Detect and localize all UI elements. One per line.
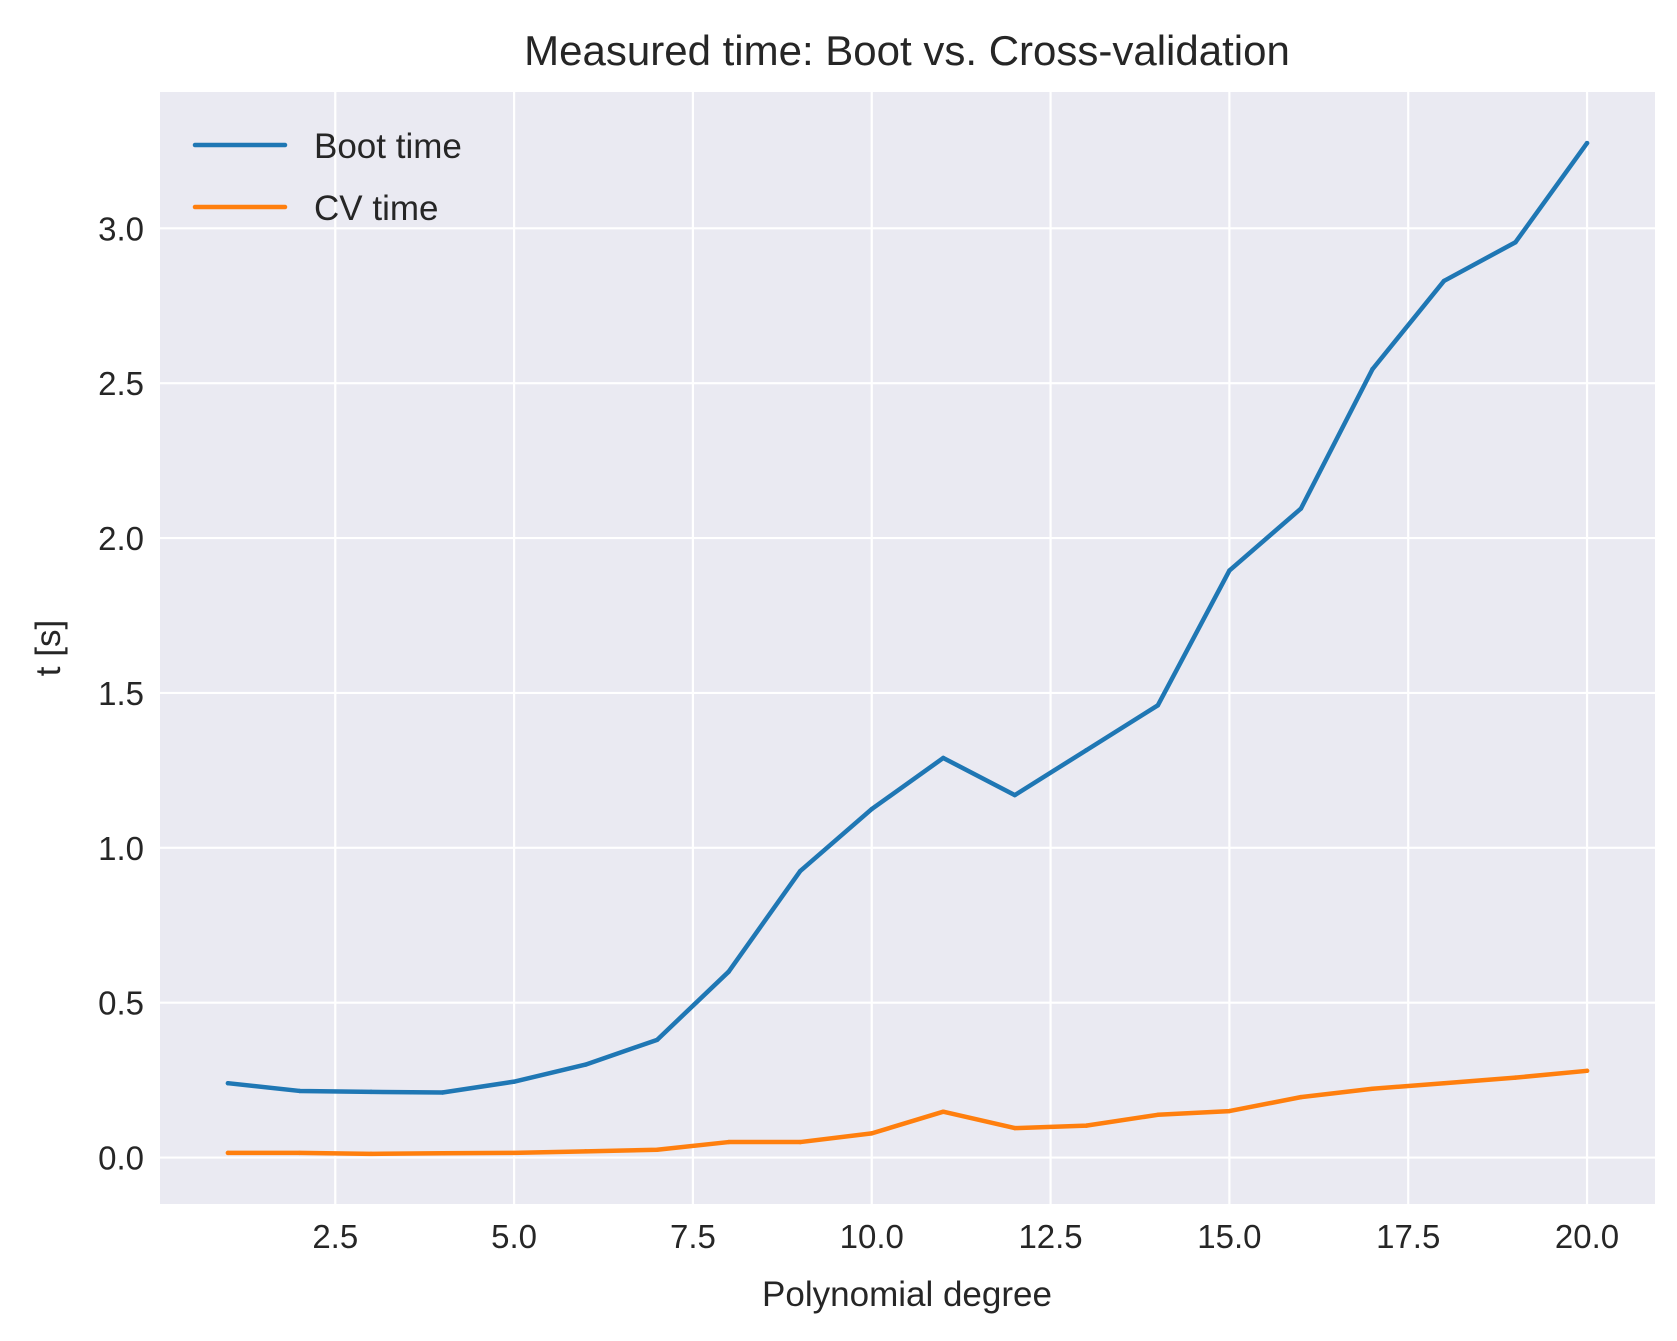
data-point-boot-time <box>869 806 874 812</box>
data-point-cv-time <box>583 1149 588 1154</box>
data-point-boot-time <box>1155 703 1161 708</box>
data-point-boot-time <box>511 1079 517 1084</box>
x-tick-label: 20.0 <box>1555 1218 1619 1255</box>
legend: Boot time CV time <box>192 127 462 228</box>
data-point-cv-time <box>869 1131 874 1136</box>
x-axis-label: Polynomial degree <box>762 1275 1052 1314</box>
series-line-boot-time <box>225 140 1590 1095</box>
data-point-boot-time <box>798 868 803 874</box>
data-point-cv-time <box>654 1147 660 1152</box>
data-point-cv-time <box>440 1151 445 1156</box>
x-tick-label: 12.5 <box>1018 1218 1082 1255</box>
x-tick-labels: 2.5 5.0 7.5 10.0 12.5 15.0 17.5 20.0 <box>312 1218 1619 1255</box>
plot-area <box>160 92 1655 1204</box>
chart-title: Measured time: Boot vs. Cross-validation <box>524 27 1290 74</box>
data-point-boot-time <box>1441 278 1447 284</box>
data-point-boot-time <box>440 1090 445 1095</box>
data-point-cv-time <box>726 1139 731 1145</box>
data-point-boot-time <box>1298 506 1304 511</box>
data-point-boot-time <box>583 1062 588 1067</box>
x-tick-label: 10.0 <box>840 1218 904 1255</box>
y-tick-label: 0.5 <box>98 985 144 1022</box>
data-point-cv-time <box>1012 1125 1017 1131</box>
x-tick-label: 17.5 <box>1376 1218 1440 1255</box>
data-point-cv-time <box>1370 1086 1375 1091</box>
series-line-cv-time <box>225 1068 1590 1157</box>
y-tick-label: 2.5 <box>98 365 144 402</box>
x-tick-label: 7.5 <box>670 1218 716 1255</box>
y-tick-labels: 0.0 0.5 1.0 1.5 2.0 2.5 3.0 <box>98 210 144 1176</box>
y-tick-label: 3.0 <box>98 210 144 247</box>
data-point-cv-time <box>297 1150 302 1156</box>
data-point-boot-time <box>368 1089 374 1095</box>
data-point-boot-time <box>225 1080 231 1086</box>
data-point-boot-time <box>1370 367 1375 372</box>
x-grid <box>334 92 1589 1204</box>
legend-label-cv-time: CV time <box>314 189 438 228</box>
series-layer <box>225 140 1590 1157</box>
data-point-boot-time <box>1584 140 1590 146</box>
x-tick-label: 5.0 <box>491 1218 537 1255</box>
data-point-cv-time <box>225 1150 231 1156</box>
legend-label-boot-time: Boot time <box>314 127 462 166</box>
data-point-boot-time <box>1012 792 1017 798</box>
x-tick-label: 15.0 <box>1197 1218 1261 1255</box>
data-point-cv-time <box>1227 1108 1232 1114</box>
data-point-cv-time <box>1441 1080 1447 1086</box>
data-point-cv-time <box>1513 1075 1518 1080</box>
data-point-boot-time <box>726 969 731 974</box>
data-point-boot-time <box>654 1037 660 1043</box>
data-point-cv-time <box>1084 1123 1089 1128</box>
y-axis-label: t [s] <box>29 620 68 676</box>
data-point-cv-time <box>1298 1094 1304 1100</box>
y-tick-label: 1.5 <box>98 675 144 712</box>
y-tick-label: 1.0 <box>98 830 144 867</box>
data-point-boot-time <box>297 1088 302 1094</box>
data-point-cv-time <box>941 1109 946 1114</box>
data-point-boot-time <box>1513 240 1518 245</box>
data-point-boot-time <box>1084 748 1089 753</box>
data-point-cv-time <box>798 1139 803 1145</box>
data-point-boot-time <box>1227 568 1232 573</box>
y-tick-label: 2.0 <box>98 520 144 557</box>
x-tick-label: 2.5 <box>312 1218 358 1255</box>
y-tick-label: 0.0 <box>98 1140 144 1177</box>
data-point-cv-time <box>1155 1112 1161 1117</box>
data-point-cv-time <box>1584 1068 1590 1074</box>
data-point-cv-time <box>511 1150 517 1156</box>
data-point-boot-time <box>941 755 946 761</box>
y-grid <box>160 227 1655 1159</box>
data-point-cv-time <box>368 1151 374 1157</box>
